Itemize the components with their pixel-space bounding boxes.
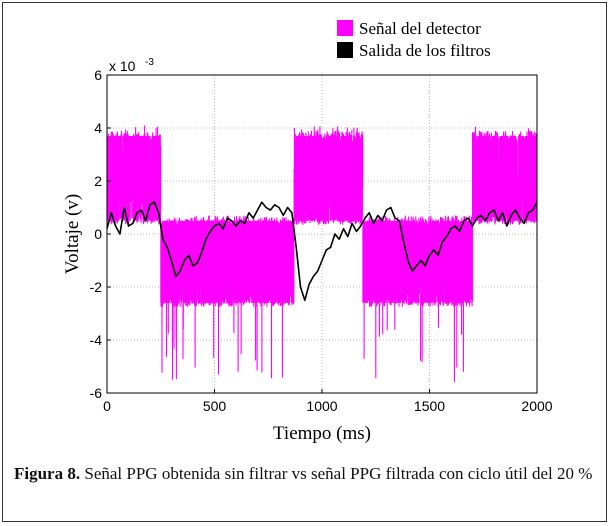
figure-frame xyxy=(2,2,607,522)
legend-label: Salida de los filtros xyxy=(359,41,491,60)
legend-label: Señal del detector xyxy=(359,19,481,38)
y-tick-label: -6 xyxy=(90,385,103,401)
x-axis-label: Tiempo (ms) xyxy=(273,423,371,444)
caption-label: Figura 8. xyxy=(14,464,81,483)
ppg-chart: 0 500 1000 1500 2000 6 4 2 0 -2 -4 -6 x 10 -3 Tiempo (… xyxy=(62,19,553,444)
legend-swatch xyxy=(337,20,353,36)
y-tick-label: 6 xyxy=(94,67,102,83)
y-tick-label: -4 xyxy=(90,332,103,348)
legend-swatch xyxy=(337,42,353,58)
x-tick-label: 1000 xyxy=(306,398,337,414)
y-multiplier-exponent: -3 xyxy=(145,57,154,68)
x-tick-label: 1500 xyxy=(414,398,445,414)
x-tick-label: 0 xyxy=(103,398,111,414)
y-multiplier-label: x 10 xyxy=(109,58,136,74)
y-axis-label: Voltaje (v) xyxy=(62,194,83,274)
x-tick-label: 2000 xyxy=(521,398,552,414)
y-tick-label: 0 xyxy=(94,226,102,242)
y-tick-label: -2 xyxy=(90,279,103,295)
y-tick-label: 4 xyxy=(94,120,102,136)
filter-output-line xyxy=(106,201,538,302)
x-tick-label: 500 xyxy=(203,398,227,414)
caption-text: Señal PPG obtenida sin filtrar vs señal … xyxy=(80,464,593,483)
figure-caption: Figura 8. Señal PPG obtenida sin filtrar… xyxy=(14,464,594,484)
y-tick-label: 2 xyxy=(94,173,102,189)
detector-signal-line xyxy=(106,125,538,383)
